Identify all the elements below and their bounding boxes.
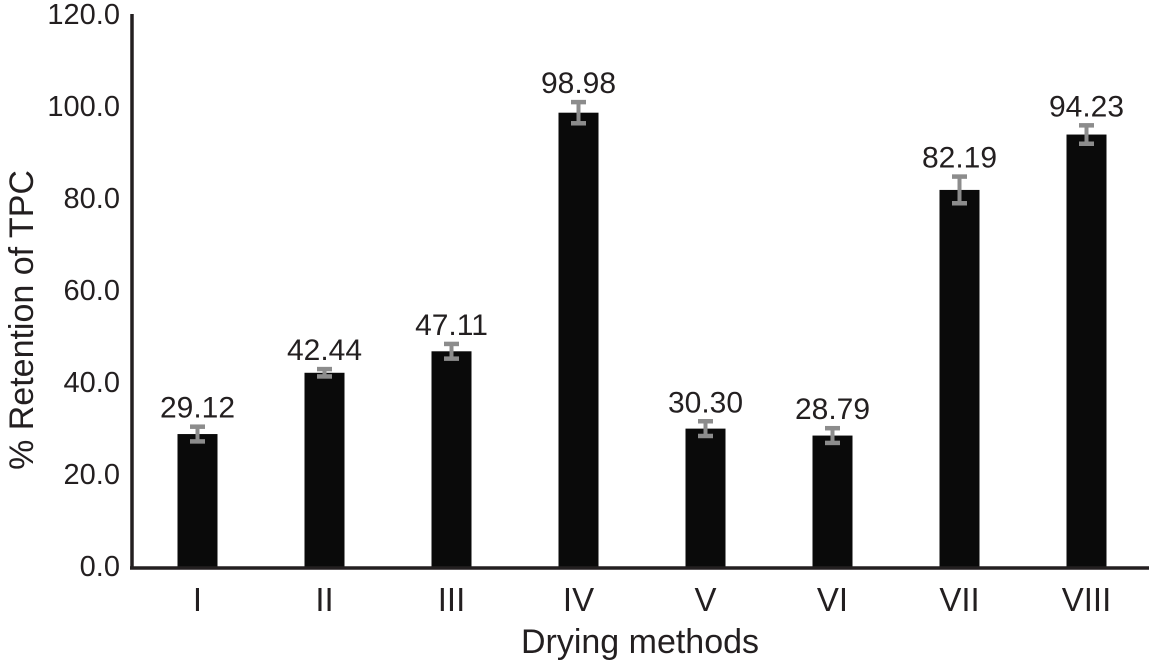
axes-layer (130, 14, 1149, 570)
bar-vi (812, 435, 853, 568)
value-labels-layer: 29.12 42.44 47.11 98.98 30.30 28.79 82.19 94.23 (160, 67, 1124, 426)
y-tick-label: 20.0 (64, 459, 120, 491)
y-tick-label: 60.0 (64, 275, 120, 307)
value-label-iv: 98.98 (541, 67, 616, 100)
bar-vii (939, 189, 980, 568)
x-tick-label-v: V (694, 581, 716, 618)
y-tick-labels-layer: 0.0 20.0 40.0 60.0 80.0 100.0 120.0 (47, 0, 120, 583)
x-tick-label-ii: II (315, 581, 333, 618)
bar-i (177, 434, 218, 568)
value-label-iii: 47.11 (415, 309, 488, 342)
value-label-viii: 94.23 (1049, 90, 1124, 123)
bar-v (685, 428, 726, 568)
y-axis-title: % Retention of TPC (3, 170, 41, 470)
value-label-v: 30.30 (668, 386, 743, 419)
value-label-ii: 42.44 (287, 334, 362, 367)
x-tick-label-i: I (193, 581, 202, 618)
bars-layer (177, 112, 1107, 569)
x-tick-labels-layer: I II III IV V VI VII VIII (193, 581, 1111, 618)
value-label-vi: 28.79 (795, 393, 870, 426)
x-tick-label-vii: VII (939, 581, 979, 618)
y-tick-label: 0.0 (80, 551, 120, 583)
y-tick-label: 120.0 (47, 0, 120, 31)
x-axis-title: Drying methods (521, 623, 759, 661)
x-tick-label-viii: VIII (1062, 581, 1112, 618)
value-label-i: 29.12 (160, 392, 235, 425)
y-tick-label: 80.0 (64, 183, 120, 215)
bar-ii (304, 372, 345, 568)
bar-iii (431, 351, 472, 568)
x-tick-label-iii: III (438, 581, 466, 618)
error-bars-layer (190, 99, 1094, 446)
x-tick-label-iv: IV (563, 581, 594, 618)
bar-viii (1066, 134, 1107, 569)
y-tick-label: 100.0 (47, 91, 120, 123)
x-tick-label-vi: VI (817, 581, 848, 618)
bar-iv (558, 112, 599, 568)
y-tick-label: 40.0 (64, 367, 120, 399)
value-label-vii: 82.19 (922, 142, 997, 175)
